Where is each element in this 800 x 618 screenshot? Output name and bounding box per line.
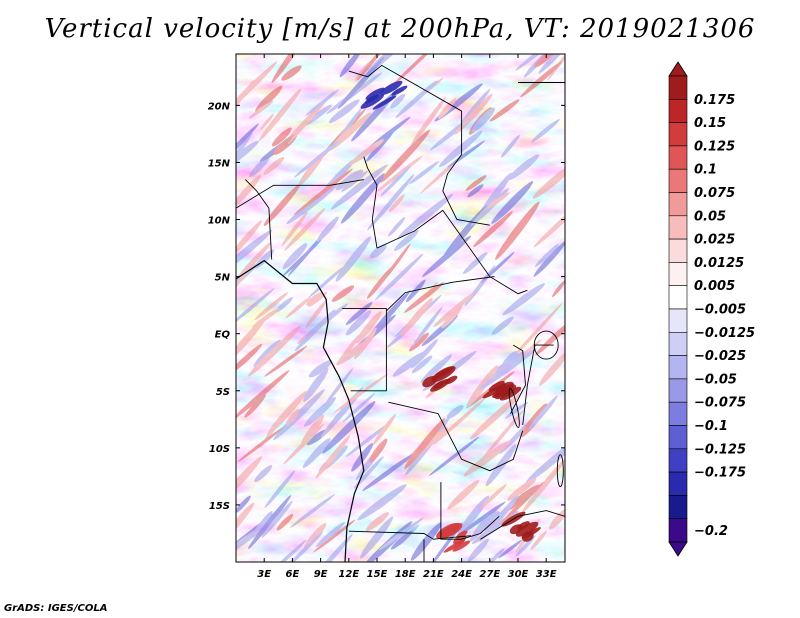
feature-strong_ascent-1 [495,381,514,395]
colorbar-swatch [668,215,688,240]
colorbar-swatch [668,285,688,310]
colorbar-label: −0.125 [694,442,746,457]
colorbar-swatch [668,262,688,286]
feature-strong_ascent-0 [444,375,458,385]
feature-strong_ascent-0 [431,366,456,383]
colorbar-label: 0.15 [694,116,726,131]
colorbar-swatch [668,238,688,263]
feature-strong_ascent-0 [433,380,445,389]
velocity-streaks [236,54,565,562]
x-tick-label: 33E [536,569,557,580]
colorbar: 0.175 0.15 0.125 0.1 0.075 0.05 0.025 0.0125 0.0… [668,61,755,557]
feature-strong_ascent-3 [453,534,467,545]
colorbar-min-arrow [668,541,688,557]
colorbar-swatch [668,495,688,519]
colorbar-label: 0.075 [694,186,735,201]
colorbar-swatch [668,122,688,147]
y-tick-label: 10N [208,216,231,227]
colorbar-label: 0.05 [694,209,726,224]
colorbar-swatch [668,518,688,543]
feature-strong_ascent-1 [499,386,522,401]
colorbar-swatch [668,378,688,403]
y-tick-label: 20N [208,101,231,112]
feature-strong_descent-4 [391,85,408,96]
feature-strong_ascent-3 [440,522,463,538]
x-tick-label: 3E [257,569,271,580]
map-area [235,53,566,563]
colorbar-label: −0.025 [694,349,746,364]
colorbar-swatch [668,448,688,473]
feature-strong_ascent-2 [515,521,539,537]
y-tick-label: 5S [216,387,230,398]
x-tick-label: 27E [479,569,500,580]
feature-strong_descent-4 [380,80,403,95]
colorbar-label: −0.005 [694,303,746,318]
colorbar-label: −0.05 [694,372,737,387]
feature-strong_ascent-2 [517,521,530,530]
colorbar-max-arrow [668,61,688,77]
x-tick-label: 18E [395,569,416,580]
x-tick-label: 6E [286,569,300,580]
colorbar-label: −0.1 [694,419,728,434]
colorbar-label: 0.175 [694,93,735,108]
colorbar-swatch [668,331,688,356]
feature-strong_ascent-3 [452,540,471,552]
colorbar-label: −0.175 [694,466,746,481]
colorbar-swatch [668,355,688,380]
x-tick-label: 15E [367,569,388,580]
colorbar-swatch [668,168,688,193]
colorbar-swatch [668,75,688,100]
colorbar-label: −0.2 [694,524,728,539]
colorbar-label: 0.025 [694,233,735,248]
colorbar-swatch [668,99,688,123]
map-axes: 3E 6E 9E 12E 15E 18E 21E 24E 27E 30E 33E 20N 15N 10N 5… [208,54,565,580]
x-tick-label: 12E [338,569,359,580]
colorbar-label: −0.075 [694,396,746,411]
map-frame [235,53,566,563]
feature-strong_descent-4 [365,87,385,100]
chart-title: Vertical velocity [m/s] at 200hPa, VT: 2… [44,14,756,44]
colorbar-swatch [668,145,688,170]
colorbar-swatch [668,308,688,333]
colorbar-label: 0.1 [694,163,717,178]
y-tick-label: 5N [215,273,231,284]
y-tick-label: 15S [209,501,230,512]
x-tick-label: 9E [314,569,328,580]
y-tick-label: 10S [209,444,230,455]
colorbar-swatch [668,425,688,450]
feature-strong_ascent-3 [443,539,466,553]
colorbar-label: −0.0125 [694,326,755,341]
colorbar-swatch [668,471,688,496]
footer-credit: GrADS: IGES/COLA [4,603,108,614]
country-borders [236,64,565,562]
feature-strong_descent-4 [372,95,397,110]
x-tick-label: 30E [508,569,529,580]
colorbar-label: 0.125 [694,139,735,154]
colorbar-label: 0.0125 [694,256,744,271]
x-tick-label: 24E [451,569,472,580]
colorbar-label: 0.005 [694,279,735,294]
y-tick-label: EQ [215,330,231,341]
y-tick-label: 15N [208,158,231,169]
x-tick-label: 21E [423,569,444,580]
colorbar-swatch [668,192,688,217]
colorbar-swatch [668,401,688,426]
feature-strong_ascent-1 [488,380,505,392]
